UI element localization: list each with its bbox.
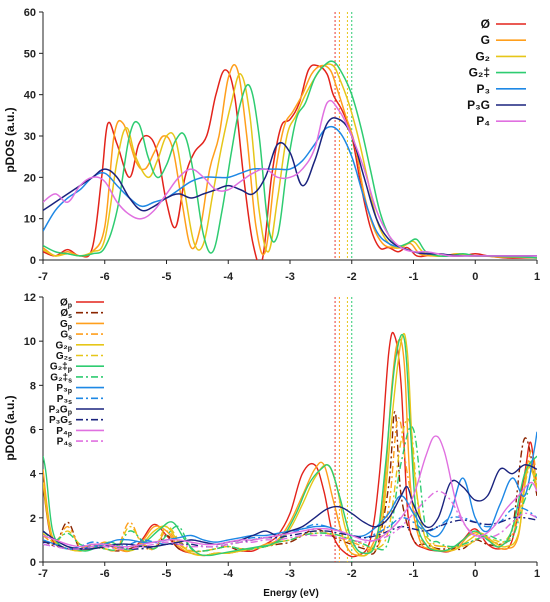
y-tick-label: 2	[30, 513, 36, 525]
legend-label: P₃G	[467, 98, 490, 112]
x-tick-label: 0	[472, 271, 478, 283]
legend-label: P₃Gp	[49, 405, 72, 417]
x-tick-label: 1	[534, 568, 540, 580]
y-tick-label: 50	[24, 48, 36, 60]
x-tick-label: -2	[347, 568, 357, 580]
y-tick-label: 8	[30, 380, 36, 392]
y-tick-label: 30	[24, 131, 36, 143]
x-tick-label: -7	[38, 271, 48, 283]
x-tick-label: -5	[162, 568, 172, 580]
series-line	[43, 418, 537, 553]
x-tick-label: -6	[100, 568, 110, 580]
legend-label: P₃Gs	[49, 415, 72, 427]
x-tick-label: -2	[347, 271, 357, 283]
legend-label: Ø	[481, 17, 490, 31]
x-tick-label: -5	[162, 271, 172, 283]
bottom-y-axis-label: pDOS (a.u.)	[3, 395, 17, 460]
y-tick-label: 0	[30, 255, 36, 267]
x-tick-label: -6	[100, 271, 110, 283]
legend-label: Øs	[60, 308, 72, 320]
series-line	[43, 417, 537, 553]
legend-label: G₂‡	[469, 66, 490, 80]
legend-label: G	[481, 33, 490, 47]
series-line	[43, 431, 537, 550]
top-y-axis-label: pDOS (a.u.)	[3, 107, 17, 172]
y-tick-label: 40	[24, 90, 36, 102]
y-tick-label: 0	[30, 557, 36, 569]
x-tick-label: -3	[285, 271, 295, 283]
x-tick-label: -4	[223, 271, 234, 283]
series-line	[43, 490, 537, 550]
x-tick-label: -1	[409, 271, 419, 283]
legend-label: G₂s	[56, 351, 72, 363]
series-group	[43, 60, 537, 260]
x-tick-label: 1	[534, 271, 540, 283]
series-group	[43, 331, 537, 558]
y-tick-label: 6	[30, 425, 36, 437]
x-tick-label: -4	[223, 568, 234, 580]
y-tick-label: 10	[24, 336, 36, 348]
legend: ØG G₂ G₂‡ P₃ P₃G P₄	[467, 17, 526, 128]
x-tick-label: 0	[472, 568, 478, 580]
y-tick-label: 60	[24, 7, 36, 19]
x-tick-label: -7	[38, 568, 48, 580]
bottom-x-axis-label: Energy (eV)	[263, 588, 319, 599]
series-line	[43, 425, 537, 553]
y-tick-label: 12	[24, 292, 36, 304]
legend-label: Gs	[60, 330, 72, 342]
y-tick-label: 4	[30, 469, 37, 481]
legend-label: G₂‡p	[50, 362, 72, 374]
legend-label: P₃	[476, 82, 490, 96]
axes: 0 10 20 30 40 50 60 -7 -6 -5 -4 -3 -2 -1 0 1	[24, 7, 540, 283]
legend-label: G₂‡s	[50, 372, 72, 384]
y-tick-label: 20	[24, 172, 36, 184]
series-line	[43, 435, 537, 548]
legend-label: P₄	[476, 114, 490, 128]
x-tick-label: -1	[409, 568, 419, 580]
axes: 0 2 4 6 8 10 12 -7 -6 -5 -4 -3 -2 -1 0 1	[24, 292, 540, 580]
x-tick-label: -3	[285, 568, 295, 580]
series-line	[43, 99, 537, 257]
y-tick-label: 10	[24, 214, 36, 226]
legend-label: G₂	[475, 49, 490, 63]
